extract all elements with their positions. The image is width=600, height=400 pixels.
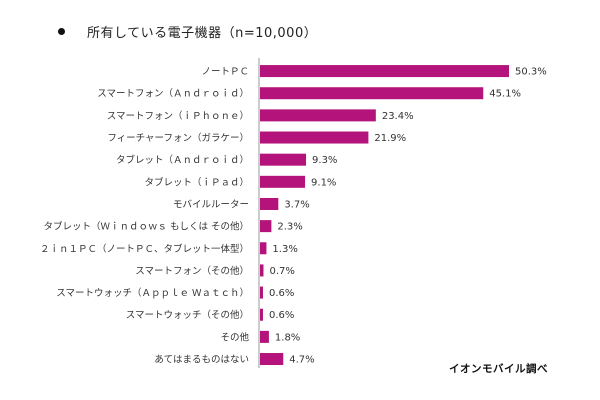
title-bullet-icon xyxy=(58,27,65,35)
value-label: 0.7% xyxy=(269,266,294,277)
bar xyxy=(260,175,306,188)
value-label: 4.7% xyxy=(289,355,314,366)
category-label: ２ｉｎ１ＰＣ（ノートＰＣ、タブレット一体型） xyxy=(40,243,249,255)
bar xyxy=(260,242,267,255)
value-label: 3.7% xyxy=(284,199,309,210)
category-label: フィーチャーフォン（ガラケー） xyxy=(107,132,249,144)
bar xyxy=(260,308,263,321)
bar xyxy=(260,353,284,366)
value-label: 1.8% xyxy=(275,332,300,343)
source-note: イオンモバイル調べ xyxy=(449,363,548,375)
category-label: あてはまるものはない xyxy=(154,355,249,366)
category-label: ノートＰＣ xyxy=(201,67,249,78)
category-label: スマートウォッチ（Ａｐｐｌｅ Ｗａｔｃｈ） xyxy=(56,287,249,299)
value-label: 1.3% xyxy=(272,244,297,255)
bar xyxy=(260,197,279,210)
category-label: その他 xyxy=(220,331,249,343)
bar xyxy=(260,109,376,122)
category-label: スマートフォン（ｉＰｈｏｎｅ） xyxy=(107,110,249,122)
category-label: スマートウォッチ（その他） xyxy=(126,309,249,321)
category-label: タブレット（Ａｎｄｒｏｉｄ） xyxy=(116,154,249,166)
bar xyxy=(260,330,269,343)
category-label: タブレット（Ｗｉｎｄｏｗｓ もしくは その他） xyxy=(43,221,249,233)
value-label: 23.4% xyxy=(382,111,414,122)
category-label: モバイルルーター xyxy=(173,199,249,210)
value-label: 9.1% xyxy=(311,177,336,188)
chart-title: 所有している電子機器（n=10,000） xyxy=(87,25,318,41)
bar xyxy=(260,264,264,277)
category-label: スマートフォン（その他） xyxy=(135,265,249,277)
bar xyxy=(260,220,272,233)
value-label: 21.9% xyxy=(374,133,406,144)
value-label: 2.3% xyxy=(277,222,302,233)
bar xyxy=(260,65,509,78)
category-label: タブレット（ｉＰａｄ） xyxy=(144,176,249,188)
value-label: 0.6% xyxy=(269,288,294,299)
category-label: スマートフォン（Ａｎｄｒｏｉｄ） xyxy=(97,88,249,100)
bar xyxy=(260,286,263,299)
bar xyxy=(260,153,307,166)
value-label: 9.3% xyxy=(312,155,337,166)
bar xyxy=(260,131,369,144)
value-label: 45.1% xyxy=(489,89,521,100)
title-row: 所有している電子機器（n=10,000） xyxy=(58,20,317,42)
value-label: 50.3% xyxy=(515,67,547,78)
value-label: 0.6% xyxy=(269,310,294,321)
bar xyxy=(260,87,484,100)
